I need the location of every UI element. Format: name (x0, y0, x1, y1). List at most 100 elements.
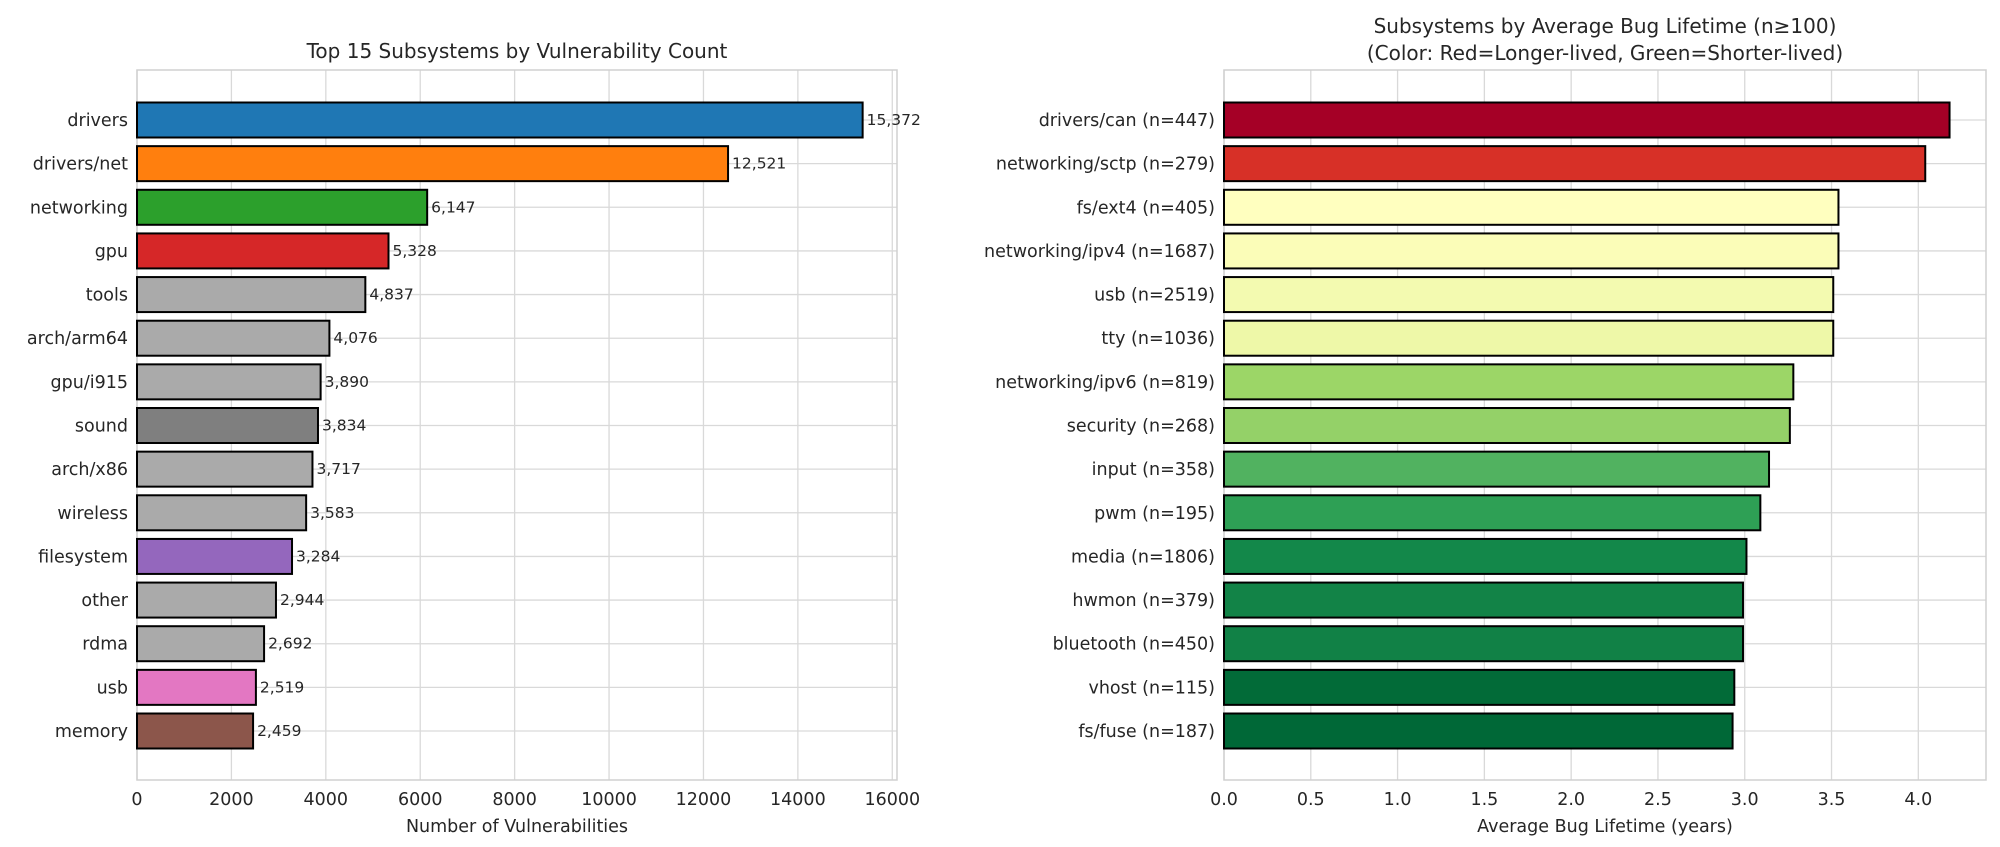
x-tick-label: 1.0 (1384, 790, 1412, 810)
y-tick-label: wireless (57, 504, 128, 524)
bar (136, 276, 367, 314)
y-tick-label: media (n=1806) (1071, 547, 1215, 567)
chart-title: Subsystems by Average Bug Lifetime (n≥10… (1374, 14, 1837, 38)
x-tick-label: 10000 (581, 790, 637, 810)
y-tick-label: arch/x86 (51, 460, 128, 480)
data-label: 4,837 (369, 286, 413, 304)
x-tick-label: 4.0 (1904, 790, 1932, 810)
bar (136, 232, 390, 270)
y-tick-label: vhost (n=115) (1088, 678, 1215, 698)
y-tick-label: tty (n=1036) (1101, 329, 1215, 349)
x-tick-label: 6000 (398, 790, 443, 810)
bar (136, 407, 319, 444)
data-label: 12,521 (732, 155, 786, 173)
bar (136, 363, 322, 401)
bar (1223, 319, 1835, 357)
bar (136, 145, 730, 183)
bar (136, 712, 255, 750)
bar (1223, 494, 1762, 532)
y-tick-label: drivers/net (33, 155, 128, 175)
y-tick-label: rdma (82, 635, 128, 655)
bar (1223, 101, 1951, 139)
bar (1223, 188, 1840, 226)
y-tick-label: networking/ipv4 (n=1687) (984, 242, 1215, 262)
bar (136, 668, 257, 706)
bar (1223, 145, 1927, 183)
x-tick-label: 2.0 (1557, 790, 1585, 810)
x-tick-label: 3.0 (1731, 790, 1759, 810)
bar (136, 494, 308, 532)
data-label: 3,583 (310, 504, 354, 522)
bar (1223, 625, 1744, 663)
y-tick-label: networking/sctp (n=279) (996, 155, 1215, 175)
bar (1223, 232, 1840, 270)
y-tick-label: gpu/i915 (51, 373, 128, 393)
data-label: 2,519 (260, 678, 304, 696)
y-tick-label: fs/ext4 (n=405) (1077, 198, 1215, 218)
y-tick-label: tools (86, 286, 128, 306)
bar (136, 450, 314, 488)
data-label: 15,372 (867, 111, 921, 129)
chart-subtitle: (Color: Red=Longer-lived, Green=Shorter-… (1367, 41, 1843, 65)
y-tick-label: networking/ipv6 (n=819) (995, 373, 1215, 393)
y-tick-label: other (81, 591, 128, 611)
data-label: 5,328 (393, 242, 437, 260)
y-tick-label: fs/fuse (n=187) (1078, 722, 1215, 742)
bar (136, 188, 429, 226)
y-tick-label: gpu (95, 242, 128, 262)
bar (1223, 537, 1748, 575)
x-tick-label: 0.5 (1297, 790, 1325, 810)
x-tick-label: 16000 (864, 790, 920, 810)
y-tick-label: drivers/can (n=447) (1039, 111, 1215, 131)
bar (1223, 407, 1791, 444)
x-tick-label: 4000 (304, 790, 349, 810)
y-tick-label: sound (75, 417, 128, 437)
x-tick-label: 12000 (676, 790, 732, 810)
y-tick-label: usb (97, 678, 128, 698)
bar (136, 319, 331, 357)
data-label: 3,834 (322, 417, 366, 435)
bar (136, 625, 266, 663)
x-tick-label: 3.5 (1818, 790, 1846, 810)
x-axis-label: Average Bug Lifetime (years) (1477, 817, 1733, 837)
data-label: 2,944 (280, 591, 324, 609)
y-tick-label: filesystem (38, 547, 128, 567)
y-tick-label: usb (n=2519) (1094, 286, 1215, 306)
y-tick-label: bluetooth (n=450) (1053, 635, 1215, 655)
x-tick-label: 0 (131, 790, 142, 810)
x-tick-label: 2000 (209, 790, 254, 810)
left-chart: Top 15 Subsystems by Vulnerability Count… (27, 39, 921, 837)
x-tick-label: 14000 (770, 790, 826, 810)
right-chart: Subsystems by Average Bug Lifetime (n≥10… (984, 14, 1987, 837)
y-tick-label: hwmon (n=379) (1072, 591, 1215, 611)
chart-title: Top 15 Subsystems by Vulnerability Count (306, 39, 728, 63)
y-tick-label: security (n=268) (1067, 417, 1215, 437)
y-tick-label: arch/arm64 (27, 329, 128, 349)
y-tick-label: pwm (n=195) (1094, 504, 1215, 524)
x-tick-label: 0.0 (1210, 790, 1238, 810)
y-tick-label: drivers (67, 111, 128, 131)
data-label: 3,284 (296, 547, 340, 565)
x-tick-label: 8000 (492, 790, 537, 810)
data-label: 4,076 (333, 329, 377, 347)
bar (136, 101, 864, 139)
data-label: 2,692 (268, 635, 312, 653)
bar (1223, 450, 1771, 488)
y-tick-label: memory (55, 722, 128, 742)
data-label: 3,717 (316, 460, 360, 478)
bar (136, 581, 277, 619)
y-tick-label: input (n=358) (1092, 460, 1215, 480)
x-axis-label: Number of Vulnerabilities (406, 817, 628, 837)
bar (136, 537, 294, 575)
bar (1223, 363, 1795, 401)
data-label: 3,890 (325, 373, 369, 391)
bar (1223, 668, 1736, 706)
y-tick-label: networking (30, 198, 128, 218)
data-label: 2,459 (257, 722, 301, 740)
bar (1223, 712, 1734, 750)
x-tick-label: 1.5 (1470, 790, 1498, 810)
data-label: 6,147 (431, 198, 475, 216)
bar (1223, 276, 1835, 314)
x-tick-label: 2.5 (1644, 790, 1672, 810)
